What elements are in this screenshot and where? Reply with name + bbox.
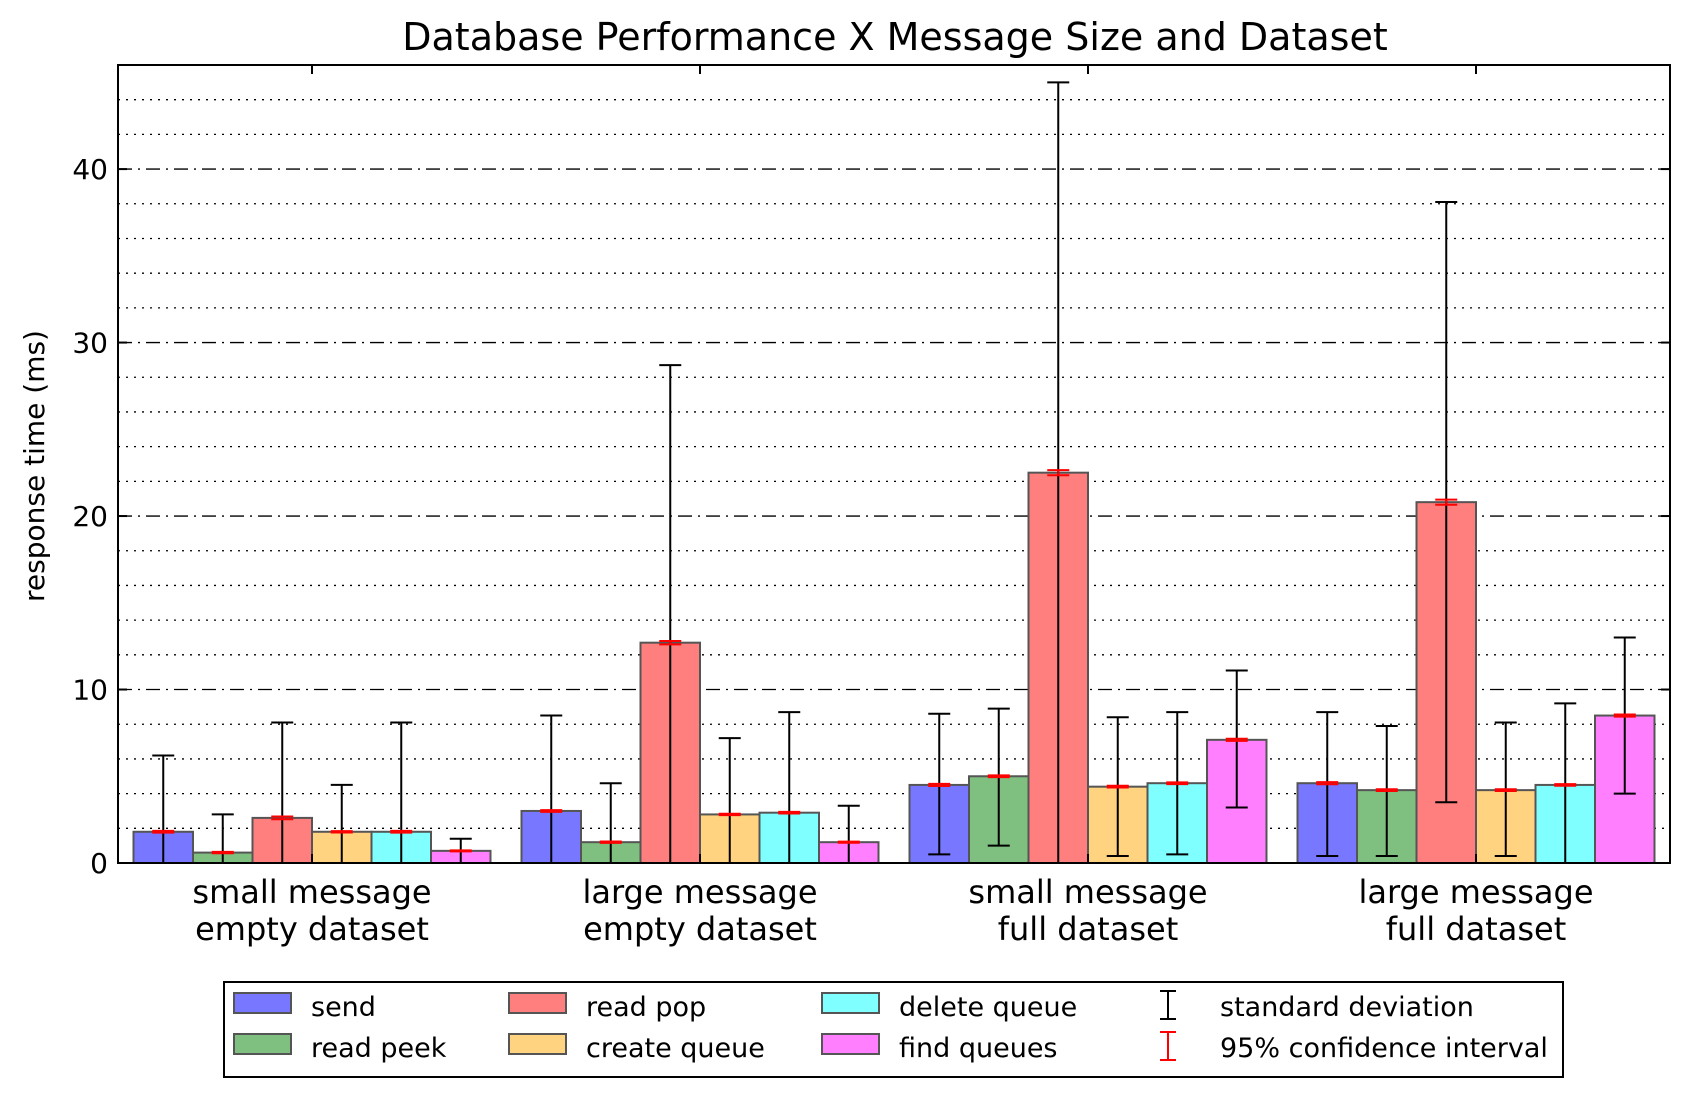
category-label: empty dataset	[195, 910, 429, 948]
y-tick-label: 0	[90, 847, 108, 880]
legend-swatch	[233, 992, 292, 1014]
category-label: empty dataset	[583, 910, 817, 948]
category-label: small message	[968, 873, 1207, 911]
y-tick-label: 40	[72, 153, 108, 186]
legend-swatch	[821, 992, 880, 1014]
legend-box	[223, 981, 1564, 1078]
axes: 0 10 20 30 40	[72, 64, 1671, 880]
legend-label: delete queue	[899, 992, 1077, 1023]
y-tick-label: 10	[72, 674, 108, 707]
category-label: small message	[192, 873, 431, 911]
legend-label: 95% confidence interval	[1220, 1033, 1548, 1064]
category-label: full dataset	[998, 910, 1178, 948]
y-tick-label: 30	[72, 327, 108, 360]
y-tick-label: 20	[72, 500, 108, 533]
category-label: large message	[582, 873, 817, 911]
legend-swatch	[233, 1033, 292, 1055]
legend-label: read pop	[586, 992, 706, 1023]
category-label: large message	[1358, 873, 1593, 911]
y-axis-label: response time (ms)	[18, 330, 51, 602]
legend-label: read peek	[311, 1033, 447, 1064]
legend: send read peek read pop create queue delete …	[223, 981, 1564, 1078]
category-label: full dataset	[1386, 910, 1566, 948]
error-bars	[152, 81, 1636, 863]
legend-label: create queue	[586, 1033, 765, 1064]
grid-lines	[118, 99, 1670, 829]
legend-label: send	[311, 992, 376, 1023]
plot-frame	[117, 64, 1671, 864]
bars	[132, 471, 1656, 865]
legend-swatch	[821, 1033, 880, 1055]
legend-label: standard deviation	[1220, 992, 1474, 1023]
legend-swatch	[508, 992, 567, 1014]
chart-title: Database Performance X Message Size and …	[402, 15, 1387, 59]
legend-swatch	[508, 1033, 567, 1055]
legend-label: find queues	[899, 1033, 1058, 1064]
